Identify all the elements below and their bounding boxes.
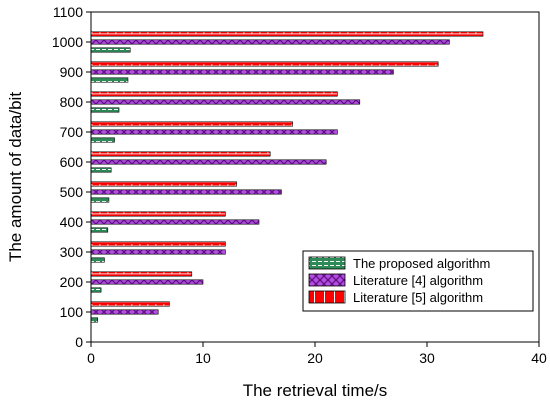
y-tick-label: 700	[60, 124, 84, 140]
bar-proposed-300	[90, 257, 105, 263]
bar-proposed-400	[90, 227, 109, 233]
y-tick-label: 900	[60, 64, 84, 80]
bar-lit4-600	[90, 159, 327, 165]
bar-lit4-500	[90, 189, 282, 195]
legend: The proposed algorithm Literature [4] alg…	[302, 250, 534, 312]
bar-lit5-1000	[90, 31, 484, 37]
bar-lit5-300	[90, 241, 226, 247]
bar-lit5-200	[90, 271, 193, 277]
y-tick-label: 600	[60, 154, 84, 170]
bar-lit4-300	[90, 249, 226, 255]
x-axis-ticks: 0 10 20 30 40	[87, 342, 547, 366]
y-tick-label: 500	[60, 184, 84, 200]
x-tick-label: 0	[87, 350, 95, 366]
legend-swatch	[308, 290, 346, 304]
bar-lit5-700	[90, 121, 293, 127]
bar-lit5-900	[90, 61, 439, 67]
bar-lit4-200	[90, 279, 204, 285]
bar-proposed-800	[90, 107, 120, 113]
y-tick-label: 0	[75, 334, 83, 350]
legend-label: Literature [5] algorithm	[353, 290, 483, 305]
x-tick-label: 40	[531, 350, 547, 366]
legend-label: The proposed algorithm	[353, 256, 490, 271]
legend-swatch	[308, 256, 346, 270]
bar-proposed-700	[90, 137, 115, 143]
y-tick-label: 1100	[53, 4, 83, 20]
y-tick-label: 400	[60, 214, 84, 230]
y-axis-label: The amount of data/bit	[6, 92, 25, 262]
y-tick-label: 200	[60, 274, 84, 290]
x-axis-label: The retrieval time/s	[243, 381, 388, 400]
bar-proposed-900	[90, 77, 129, 83]
bar-proposed-1000	[90, 47, 131, 53]
bar-proposed-600	[90, 167, 112, 173]
y-tick-label: 800	[60, 94, 84, 110]
y-tick-label: 100	[60, 304, 84, 320]
bar-lit5-500	[90, 181, 237, 187]
bar-proposed-500	[90, 197, 110, 203]
bar-lit4-100	[90, 309, 159, 315]
bar-lit4-700	[90, 129, 338, 135]
bar-lit4-1000	[90, 39, 450, 45]
bar-lit5-800	[90, 91, 338, 97]
bar-lit4-400	[90, 219, 260, 225]
bar-lit4-900	[90, 69, 394, 75]
legend-label: Literature [4] algorithm	[353, 273, 483, 288]
x-tick-label: 10	[195, 350, 211, 366]
bar-lit5-400	[90, 211, 226, 217]
bar-proposed-100	[90, 317, 99, 323]
bar-lit5-600	[90, 151, 271, 157]
y-tick-label: 1000	[52, 34, 83, 50]
bar-lit4-800	[90, 99, 361, 105]
y-axis-ticks: 0 100 200 300 400 500 600 700 800 900 1000 1100	[52, 4, 91, 350]
bar-proposed-200	[90, 287, 102, 293]
y-tick-label: 300	[60, 244, 84, 260]
x-tick-label: 30	[419, 350, 435, 366]
legend-swatch	[308, 273, 346, 287]
bar-lit5-100	[90, 301, 170, 307]
x-tick-label: 20	[307, 350, 323, 366]
